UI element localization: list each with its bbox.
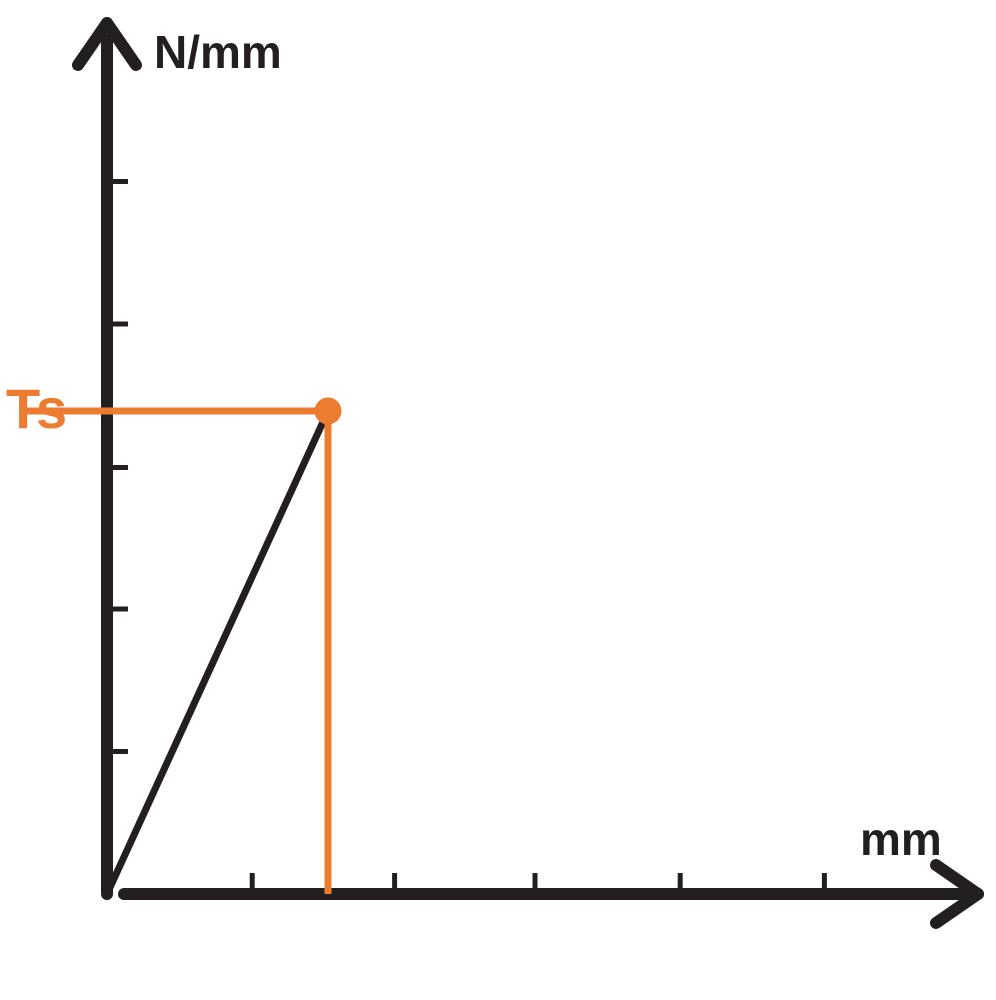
svg-text:mm: mm [860, 813, 942, 865]
svg-text:N/mm: N/mm [154, 26, 282, 78]
svg-text:Ts: Ts [6, 377, 67, 440]
